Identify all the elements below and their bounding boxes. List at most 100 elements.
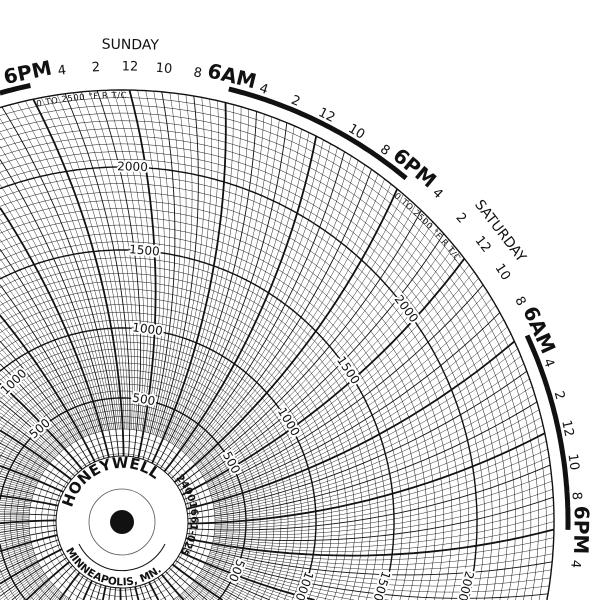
- time-line: [201, 227, 439, 475]
- time-line: [63, 596, 67, 600]
- time-line: [75, 574, 90, 600]
- time-line: [213, 363, 525, 508]
- day-label: SUNDAY: [102, 37, 160, 54]
- grid-lines: [0, 89, 555, 600]
- minor-value-circle: [0, 312, 332, 600]
- time-line: [171, 557, 243, 600]
- hub-ring: [88, 488, 156, 556]
- time-line: [210, 305, 497, 494]
- time-line: [0, 545, 33, 557]
- time-line: [15, 575, 46, 600]
- time-line: [0, 239, 98, 433]
- major-time-line: [128, 89, 157, 463]
- time-line: [0, 529, 30, 535]
- scale-value-label: 2000: [455, 570, 476, 600]
- hour-label: 12: [316, 105, 338, 126]
- time-line: [151, 92, 181, 434]
- time-line: [0, 300, 86, 437]
- time-line: [164, 104, 234, 440]
- time-line: [177, 129, 302, 448]
- minor-value-circle: [53, 453, 191, 591]
- time-line: [0, 436, 48, 467]
- time-line: [0, 506, 30, 510]
- time-line: [56, 94, 129, 430]
- time-line: [0, 519, 30, 522]
- minor-value-circle: [0, 97, 547, 600]
- time-line: [148, 91, 170, 433]
- time-line: [137, 90, 161, 432]
- time-line: [25, 100, 122, 430]
- major-value-circle: [0, 166, 478, 600]
- major-time-line: [158, 570, 185, 600]
- major-time-line: [25, 558, 74, 600]
- hour-label: 4: [429, 186, 445, 203]
- time-line: [0, 504, 62, 512]
- time-line: [142, 580, 152, 600]
- time-line: [0, 347, 75, 443]
- time-line: [0, 524, 61, 533]
- major-time-line: [0, 429, 76, 483]
- time-line: [165, 106, 242, 441]
- minor-value-circle: [0, 135, 509, 600]
- time-line: [0, 509, 30, 512]
- time-line: [145, 95, 199, 466]
- range-label-text: 0 TO 2500 °F R T/C: [36, 91, 127, 110]
- time-line: [0, 307, 85, 438]
- time-line: [0, 184, 106, 431]
- time-line: [201, 570, 263, 600]
- time-line: [180, 593, 187, 600]
- time-line: [196, 577, 232, 600]
- major-time-line: [133, 582, 140, 600]
- time-line: [0, 470, 38, 485]
- time-line: [197, 576, 238, 600]
- time-line: [154, 94, 193, 436]
- hour-label: 10: [492, 261, 514, 283]
- time-line: [157, 122, 288, 473]
- time-line: [0, 513, 61, 517]
- time-line: [0, 462, 40, 480]
- time-line: [197, 199, 410, 468]
- time-line: [0, 551, 68, 597]
- time-line: [204, 564, 301, 600]
- time-line: [0, 493, 32, 500]
- time-line: [0, 404, 59, 455]
- time-line: [190, 584, 211, 600]
- time-line: [56, 592, 63, 600]
- time-line: [158, 97, 206, 437]
- hour-label: 6AM: [205, 58, 259, 93]
- time-line: [0, 497, 32, 503]
- major-time-line: [32, 98, 125, 461]
- time-line: [0, 392, 63, 452]
- time-line: [178, 545, 549, 599]
- time-line: [210, 551, 552, 581]
- time-line: [183, 143, 331, 453]
- minor-value-circle: [16, 416, 228, 600]
- time-line: [183, 401, 538, 520]
- time-line: [213, 513, 554, 548]
- minor-value-circle: [0, 280, 364, 600]
- time-line: [0, 478, 36, 490]
- time-line: [0, 517, 30, 519]
- time-line: [0, 481, 35, 491]
- time-line: [0, 249, 106, 463]
- time-line: [0, 556, 36, 576]
- time-line: [206, 264, 470, 485]
- time-line: [193, 183, 392, 464]
- time-line: [0, 172, 108, 431]
- time-line: [0, 408, 57, 456]
- time-line: [0, 423, 53, 461]
- time-line: [61, 595, 65, 600]
- time-line: [49, 565, 79, 600]
- hour-label: 12: [472, 233, 494, 255]
- hour-label: 10: [345, 121, 367, 142]
- time-line: [153, 93, 187, 435]
- time-line: [0, 566, 41, 594]
- major-value-circle: [0, 89, 555, 600]
- time-line: [191, 174, 379, 461]
- time-line: [0, 118, 115, 430]
- major-time-line: [176, 549, 315, 600]
- minor-value-circle: [0, 288, 356, 600]
- hour-label: 2: [453, 210, 470, 226]
- time-line: [205, 252, 460, 481]
